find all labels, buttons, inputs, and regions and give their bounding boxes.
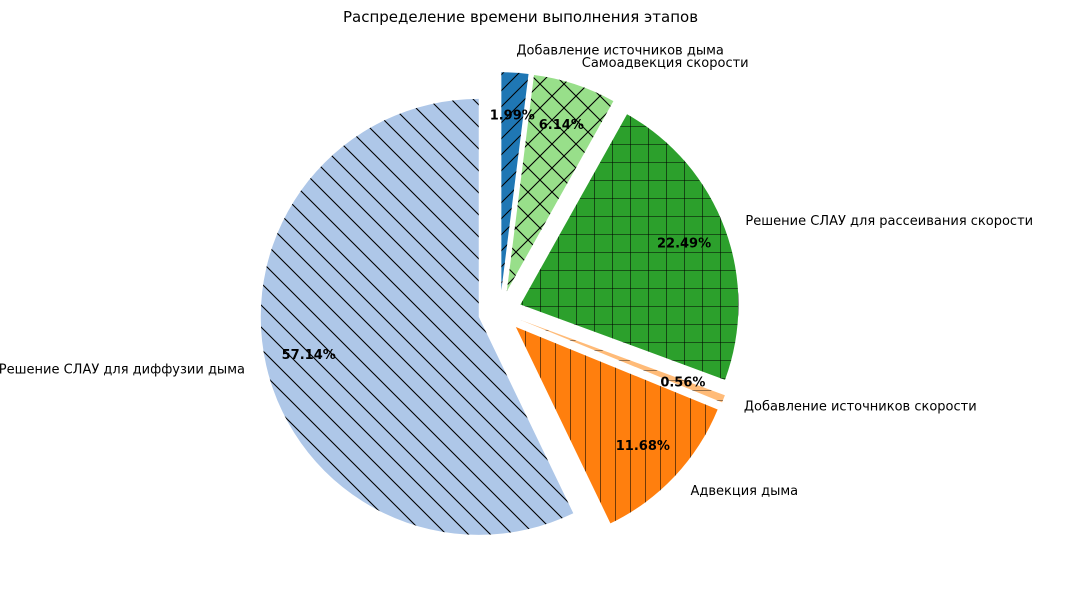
pct-label: 0.56% xyxy=(660,376,705,391)
slice-label: Добавление источников дыма xyxy=(516,43,724,58)
slice-label: Самоадвекция скорости xyxy=(582,56,749,71)
pie-slice-hatch xyxy=(501,72,529,291)
pct-label: 1.99% xyxy=(490,109,535,124)
pct-label: 6.14% xyxy=(539,118,584,133)
slice-label: Решение СЛАУ для диффузии дыма xyxy=(0,363,245,378)
pie-slice-hatch xyxy=(520,114,739,380)
pct-label: 11.68% xyxy=(616,439,670,454)
slice-label: Адвекция дыма xyxy=(690,484,798,499)
slice-label: Решение СЛАУ для рассеивания скорости xyxy=(745,214,1033,229)
pie-slice-hatch xyxy=(506,74,614,292)
chart-title: Распределение времени выполнения этапов xyxy=(342,8,699,26)
pie-slice-hatch xyxy=(520,319,725,403)
slice-label: Добавление источников скорости xyxy=(744,399,977,414)
pct-label: 22.49% xyxy=(657,237,711,252)
pie-slice-hatch xyxy=(515,326,718,524)
pct-label: 57.14% xyxy=(282,348,336,363)
pie-slice-hatch xyxy=(260,98,574,535)
